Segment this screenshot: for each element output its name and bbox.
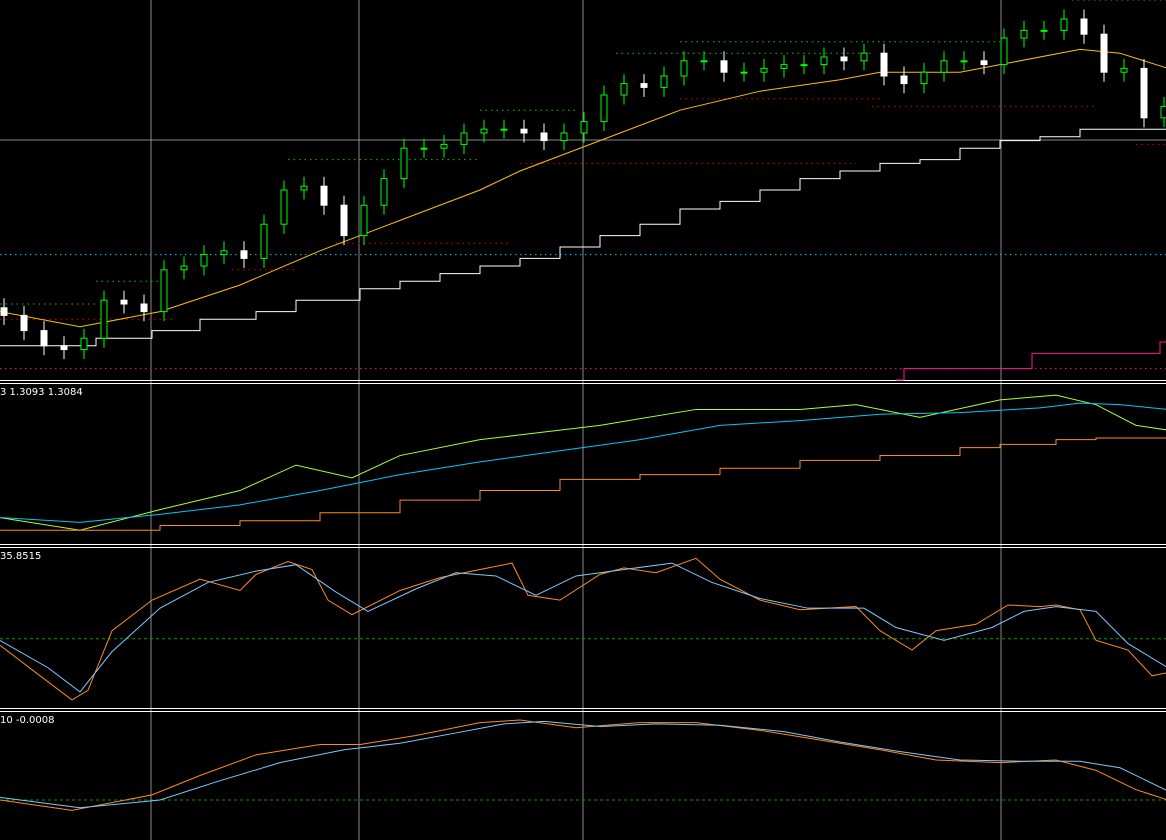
candle-body [940,60,948,73]
candle-body [440,143,448,149]
candle-body [840,56,848,62]
candle-body [520,128,528,134]
indicator2-series-lime-line [0,394,1166,531]
indicator3-values-label: 35.8515 [0,551,42,562]
indicator2-values-label: 3 1.3093 1.3084 [0,387,83,398]
candle-body [420,147,428,150]
indicator2-series-orange-line [0,437,1166,531]
indicator2-series-cyan-line [0,402,1166,523]
candle-body [620,83,628,96]
candle-body [340,204,348,237]
candle-body [1160,105,1166,119]
candle-body [740,71,748,74]
candle-body [1020,29,1028,39]
candle-body [780,64,788,69]
candle-body [180,265,188,271]
main-series-ma-line [0,48,1166,328]
candle-body [1120,67,1128,73]
candle-body [560,132,568,142]
candle-body [660,75,668,88]
candle-body [640,83,648,88]
candle-body [80,337,88,351]
candle-body [800,64,808,67]
candle-body [60,345,68,351]
candle-body [400,147,408,180]
candle-body [40,330,48,347]
candle-body [240,250,248,259]
candle-body [540,132,548,142]
candle-body [480,128,488,134]
indicator3-series-blue-line [0,562,1166,693]
candle-body [160,269,168,313]
candle-body [580,121,588,134]
candle-body [960,60,968,63]
candle-body [140,303,148,313]
candle-body [280,189,288,225]
candle-body [120,299,128,305]
candle-body [20,314,28,332]
indicator4-series-blue-line [0,720,1166,809]
candle-body [700,60,708,63]
candle-body [200,254,208,267]
candle-body [980,60,988,66]
main-series-step-line [0,128,1166,347]
indicator4-values-label: 10 -0.0008 [0,715,55,726]
candle-body [100,299,108,339]
candle-body [260,223,268,259]
candle-body [600,94,608,123]
candle-body [0,307,8,316]
candle-body [760,67,768,73]
candle-body [460,132,468,145]
candle-body [1000,37,1008,66]
candle-body [1100,33,1108,73]
candle-body [1080,18,1088,35]
candle-body [720,60,728,73]
candle-body [1040,29,1048,32]
candle-body [380,178,388,206]
candle-body [920,71,928,85]
candle-body [860,52,868,62]
candle-body [320,185,328,206]
candle-body [500,128,508,131]
candle-body [300,185,308,191]
candle-body [900,75,908,85]
candle-body [820,56,828,66]
indicator3-series-orange-line [0,557,1166,701]
main-series-magenta-line [896,341,1166,381]
candle-body [1140,67,1148,119]
candle-body [220,250,228,256]
candle-body [680,60,688,77]
candle-body [880,52,888,77]
candle-body [1060,18,1068,31]
candle-body [360,204,368,237]
